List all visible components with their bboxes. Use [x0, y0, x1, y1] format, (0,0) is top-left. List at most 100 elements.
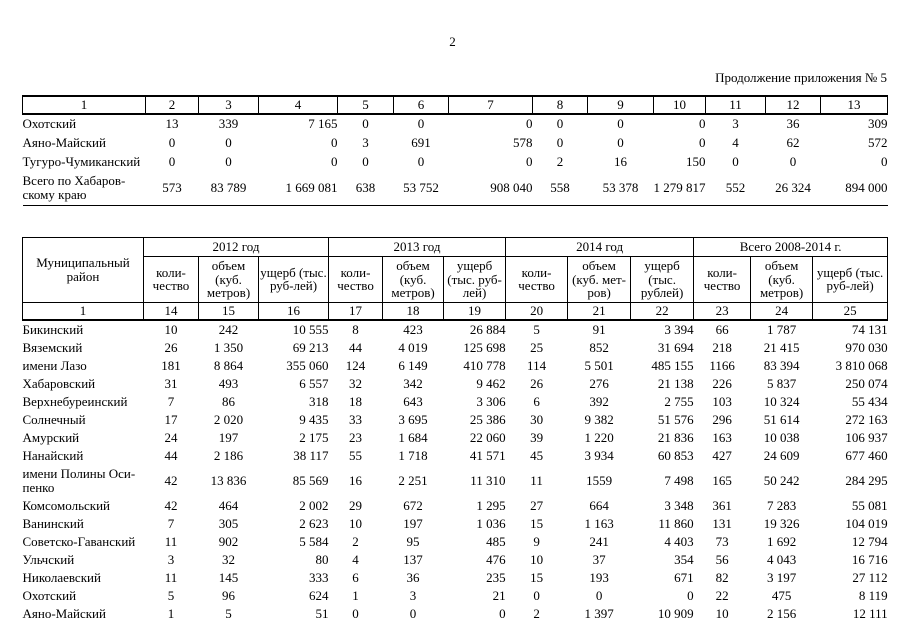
value-cell: 5 584	[299, 534, 329, 550]
year-group-cell: 2012 год	[142, 237, 330, 257]
value-cell: 241	[589, 534, 609, 550]
table-row: Комсомольский 42 464 2 002 29 672 1 295 …	[23, 497, 888, 515]
value-cell: 19 326	[763, 516, 800, 532]
value-cell: 60 853	[657, 448, 694, 464]
col-number-cell: 1	[22, 302, 144, 321]
value-cell: 4 043	[766, 552, 797, 568]
value-cell: 226	[712, 375, 732, 391]
table-row: имени Лазо 181 8 864 355 060 124 6 149 4…	[23, 357, 888, 375]
value-cell: 32	[349, 375, 363, 391]
value-cell: 672	[403, 498, 423, 514]
value-cell: 0	[526, 116, 533, 132]
value-cell: 26	[530, 375, 544, 391]
value-cell: 69 213	[292, 339, 329, 355]
value-cell: 11 310	[470, 473, 506, 489]
value-cell: 9 382	[584, 411, 614, 427]
value-cell: 66	[715, 321, 729, 337]
value-cell: 30	[530, 411, 544, 427]
value-cell: 24	[164, 430, 178, 446]
value-cell: 2	[556, 154, 564, 170]
value-cell: 3	[732, 116, 739, 132]
district-name-cell: Охотский	[22, 116, 77, 132]
sub-header-cell: коли-чество	[328, 255, 384, 304]
value-cell: 103	[712, 393, 732, 409]
col-number-cell: 24	[750, 302, 814, 321]
value-cell: 21	[492, 588, 506, 604]
value-cell: 2 251	[398, 473, 428, 489]
value-cell: 218	[712, 339, 732, 355]
value-cell: 902	[218, 534, 239, 550]
value-cell: 7 498	[664, 473, 694, 489]
value-cell: 3	[167, 552, 175, 568]
value-cell: 552	[705, 171, 766, 206]
value-cell: 25 386	[469, 411, 506, 427]
table-row: Николаевский 11 145 333 6 36 235 15 193 …	[23, 569, 888, 587]
col-number-cell: 9	[587, 95, 654, 115]
value-cell: 163	[712, 430, 732, 446]
value-cell: 6	[533, 393, 540, 409]
value-cell: 0	[533, 588, 540, 604]
value-cell: 53 752	[393, 171, 449, 206]
value-cell: 145	[218, 570, 239, 586]
value-cell: 333	[309, 570, 329, 586]
value-cell: 11	[164, 570, 178, 586]
value-cell: 26	[164, 339, 178, 355]
value-cell: 284 295	[845, 473, 888, 489]
table-row: Вяземский 26 1 350 69 213 44 4 019 125 6…	[23, 339, 888, 357]
value-cell: 342	[403, 375, 423, 391]
value-cell: 0	[687, 588, 694, 604]
value-cell: 664	[589, 498, 609, 514]
value-cell: 10	[715, 606, 729, 622]
value-cell: 9 435	[299, 411, 329, 427]
value-cell: 624	[309, 588, 329, 604]
col-number-cell: 25	[812, 302, 889, 321]
value-cell: 573	[145, 171, 199, 206]
district-name-cell: Советско-Гаванский	[22, 534, 136, 550]
value-cell: 5 837	[766, 375, 797, 391]
value-cell: 1	[167, 606, 175, 622]
value-cell: 10	[530, 552, 544, 568]
table-row: имени Полины Оси-пенко 42 13 836 85 569 …	[23, 465, 888, 497]
value-cell: 0	[556, 116, 564, 132]
sub-header-cell: коли-чество	[143, 255, 199, 304]
year-group-row: Муниципальный район 2012 год 2013 год 20…	[22, 236, 889, 304]
value-cell: 427	[712, 448, 732, 464]
value-cell: 31	[164, 375, 178, 391]
table-row: Всего по Хабаров-скому краю 573 83 789 1…	[22, 171, 888, 206]
value-cell: 0	[881, 154, 888, 170]
value-cell: 3 810 068	[835, 357, 888, 373]
district-name-cell: Ванинский	[22, 516, 84, 532]
table-row: Бикинский 10 242 10 555 8 423 26 884 5 9…	[23, 320, 888, 339]
col-number-cell: 4	[258, 95, 338, 115]
district-name-cell: Бикинский	[22, 321, 84, 337]
value-cell: 7	[167, 516, 175, 532]
district-name-cell: Ульчский	[22, 552, 75, 568]
value-cell: 41 571	[469, 448, 506, 464]
value-cell: 44	[349, 339, 363, 355]
district-name-cell: Охотский	[22, 588, 77, 604]
value-cell: 1 220	[584, 430, 614, 446]
value-cell: 16 716	[851, 552, 888, 568]
sub-header-cell: объем (куб. мет-ров)	[567, 255, 632, 304]
value-cell: 96	[222, 588, 235, 604]
value-cell: 22	[715, 588, 729, 604]
value-cell: 86	[222, 393, 235, 409]
value-cell: 894 000	[820, 171, 888, 206]
table-row: Охотский 5 96 624 1 3 21 0 0 0 22 475 8 …	[23, 587, 888, 605]
value-cell: 29	[349, 498, 363, 514]
value-cell: 4	[352, 552, 359, 568]
value-cell: 22 060	[469, 430, 506, 446]
col-number-cell: 14	[143, 302, 199, 321]
value-cell: 125 698	[463, 339, 506, 355]
value-cell: 643	[403, 393, 423, 409]
value-cell: 10 324	[763, 393, 800, 409]
value-cell: 276	[589, 375, 609, 391]
value-cell: 11	[530, 473, 543, 489]
col-number-cell: 15	[198, 302, 259, 321]
year-group-cell: 2013 год	[328, 237, 507, 257]
value-cell: 0	[331, 135, 338, 151]
value-cell: 80	[315, 552, 329, 568]
value-cell: 0	[409, 606, 417, 622]
value-cell: 0	[617, 116, 624, 132]
value-cell: 42	[164, 473, 178, 489]
